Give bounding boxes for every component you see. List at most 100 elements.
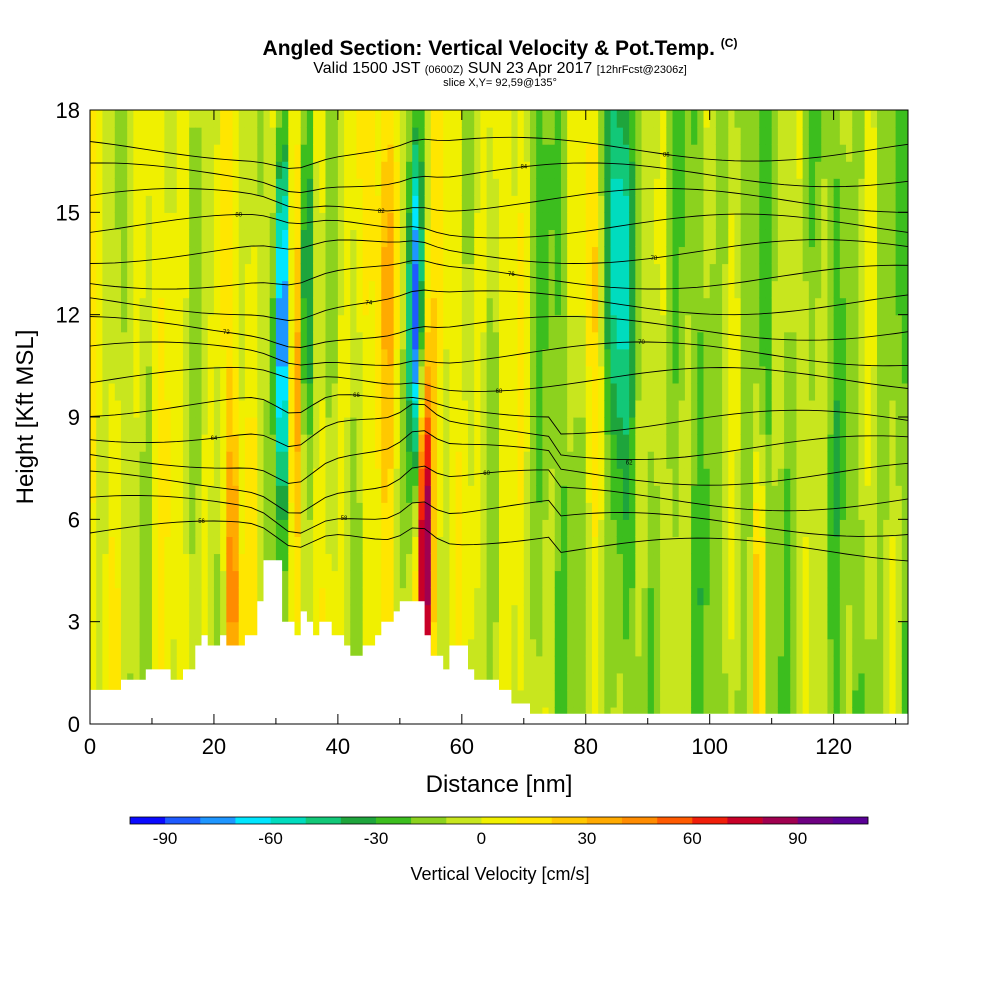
theta-contour-line <box>90 403 908 461</box>
heatmap-cell <box>306 604 314 623</box>
heatmap-cell <box>666 587 674 606</box>
heatmap-cell <box>567 536 574 555</box>
heatmap-cell <box>647 331 655 350</box>
heatmap-cell <box>523 280 531 299</box>
heatmap-cell <box>213 212 221 230</box>
heatmap-cell <box>808 314 816 333</box>
heatmap-cell <box>827 365 835 384</box>
heatmap-cell <box>480 212 488 230</box>
heatmap-cell <box>430 451 438 469</box>
heatmap-cell <box>226 331 234 350</box>
heatmap-cell <box>554 178 562 196</box>
heatmap-cell <box>839 451 847 469</box>
heatmap-cell <box>579 621 587 640</box>
heatmap-cell <box>387 348 395 367</box>
heatmap-cell <box>728 229 736 248</box>
heatmap-cell <box>102 536 110 555</box>
heatmap-cell <box>858 485 866 503</box>
heatmap-cell <box>808 587 816 606</box>
heatmap-cell <box>133 621 141 640</box>
heatmap-cell <box>102 451 110 469</box>
heatmap-cell <box>548 519 556 537</box>
heatmap-cell <box>635 161 643 179</box>
heatmap-cell <box>598 110 605 128</box>
heatmap-cell <box>722 280 729 299</box>
heatmap-cell <box>728 246 736 265</box>
heatmap-cell <box>195 297 203 316</box>
heatmap-cell <box>901 536 908 555</box>
heatmap-cell <box>523 638 531 657</box>
heatmap-cell <box>468 161 475 179</box>
heatmap-cell <box>424 314 432 333</box>
heatmap-cell <box>418 314 426 333</box>
heatmap-cell <box>201 144 209 162</box>
heatmap-cell <box>852 689 860 708</box>
heatmap-cell <box>517 417 525 435</box>
heatmap-cell <box>647 434 655 452</box>
heatmap-cell <box>622 382 630 401</box>
heatmap-cell <box>275 110 283 128</box>
heatmap-cell <box>560 468 568 486</box>
heatmap-cell <box>666 331 674 350</box>
heatmap-cell <box>269 195 277 213</box>
heatmap-cell <box>158 144 165 162</box>
heatmap-cell <box>765 434 773 452</box>
heatmap-cell <box>591 587 599 606</box>
heatmap-cell <box>114 110 122 128</box>
heatmap-cell <box>108 417 116 435</box>
heatmap-cell <box>499 587 506 606</box>
heatmap-cell <box>492 468 500 486</box>
heatmap-cell <box>616 331 624 350</box>
heatmap-cell <box>102 417 110 435</box>
heatmap-cell <box>443 570 451 589</box>
heatmap-cell <box>158 263 165 282</box>
heatmap-cell <box>573 468 581 486</box>
heatmap-cell <box>468 314 475 333</box>
heatmap-cell <box>753 638 760 657</box>
heatmap-cell <box>852 621 860 640</box>
heatmap-cell <box>529 536 537 555</box>
heatmap-cell <box>883 297 891 316</box>
heatmap-cell <box>901 621 908 640</box>
heatmap-cell <box>511 553 519 572</box>
heatmap-cell <box>511 468 519 486</box>
heatmap-cell <box>424 417 432 435</box>
heatmap-cell <box>449 161 457 179</box>
heatmap-cell <box>542 178 550 196</box>
heatmap-cell <box>226 468 234 486</box>
heatmap-cell <box>499 417 506 435</box>
heatmap-cell <box>114 331 122 350</box>
heatmap-cell <box>728 689 736 708</box>
heatmap-cell <box>424 212 432 230</box>
heatmap-cell <box>870 621 878 640</box>
heatmap-cell <box>461 434 469 452</box>
heatmap-cell <box>846 348 853 367</box>
heatmap-cell <box>715 263 723 282</box>
heatmap-cell <box>418 127 426 145</box>
heatmap-cell <box>765 297 773 316</box>
heatmap-cell <box>703 348 711 367</box>
heatmap-cell <box>604 246 612 265</box>
heatmap-cell <box>480 434 488 452</box>
heatmap-cell <box>424 246 432 265</box>
heatmap-cell <box>641 280 649 299</box>
heatmap-cell <box>468 553 475 572</box>
heatmap-cell <box>703 110 711 128</box>
heatmap-cell <box>598 672 605 691</box>
heatmap-cell <box>877 434 884 452</box>
heatmap-cell <box>604 587 612 606</box>
heatmap-cell <box>678 212 686 230</box>
heatmap-cell <box>511 331 519 350</box>
heatmap-cell <box>505 161 512 179</box>
heatmap-cell <box>461 280 469 299</box>
heatmap-cell <box>486 365 494 384</box>
heatmap-cell <box>858 672 866 691</box>
heatmap-cell <box>170 110 178 128</box>
heatmap-cell <box>90 604 97 623</box>
heatmap-cell <box>399 144 407 162</box>
heatmap-cell <box>151 502 159 520</box>
heatmap-cell <box>393 144 401 162</box>
heatmap-cell <box>554 297 562 316</box>
heatmap-cell <box>313 246 320 265</box>
heatmap-cell <box>244 519 252 537</box>
